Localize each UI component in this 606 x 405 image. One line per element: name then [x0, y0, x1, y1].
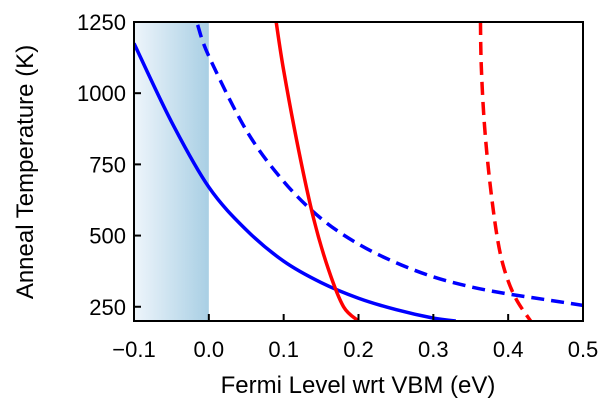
- x-tick-label: −0.1: [112, 337, 155, 362]
- series-1-blue-solid-line: [134, 42, 456, 321]
- series-3-red-solid-line: [274, 22, 360, 321]
- series-layer: [134, 22, 583, 321]
- x-tick-label: 0.2: [343, 337, 374, 362]
- x-axis-label: Fermi Level wrt VBM (eV): [221, 372, 496, 399]
- y-tick-label: 500: [89, 224, 126, 249]
- y-tick-label: 250: [89, 295, 126, 320]
- x-tick-label: 0.1: [268, 337, 299, 362]
- y-tick-label: 1250: [77, 10, 126, 35]
- x-tick-label: 0.5: [568, 337, 599, 362]
- y-tick-label: 750: [89, 152, 126, 177]
- x-tick-label: 0.3: [418, 337, 449, 362]
- ticks-layer: −0.1 0.0 0.1 0.2 0.3 0.4 0.5 250 500 750 1000 1250: [77, 10, 598, 362]
- y-tick-label: 1000: [77, 81, 126, 106]
- y-axis-label: Anneal Temperature (K): [12, 45, 39, 299]
- x-tick-label: 0.4: [493, 337, 524, 362]
- series-4-red-dashed-line: [478, 22, 533, 321]
- x-tick-label: 0.0: [194, 337, 225, 362]
- series-2-blue-dashed-line: [195, 24, 583, 308]
